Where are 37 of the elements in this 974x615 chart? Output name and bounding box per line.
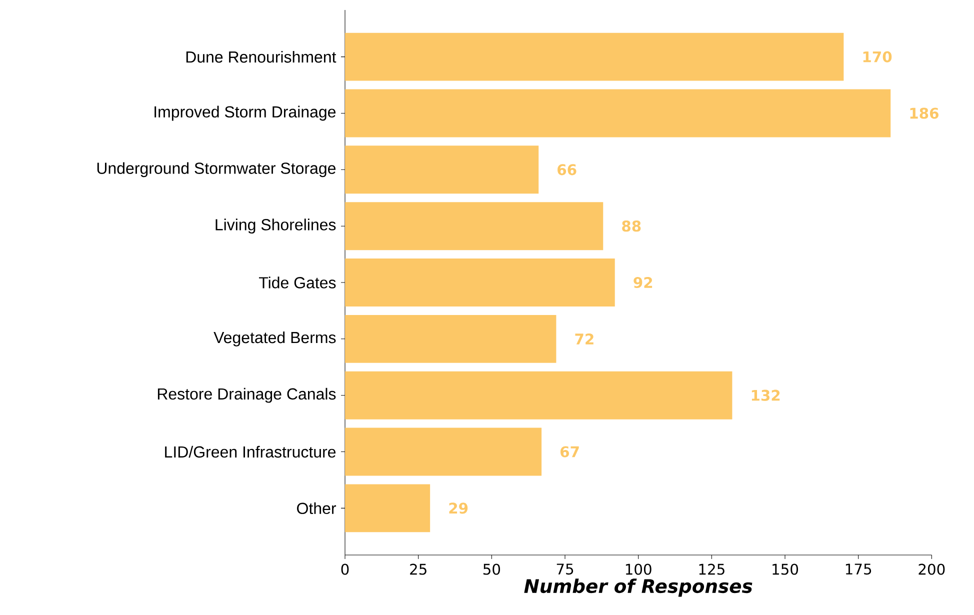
x-tick-label: 200 xyxy=(918,564,945,575)
bar xyxy=(345,428,542,476)
y-tick-label: Improved Storm Drainage xyxy=(154,106,336,121)
bar xyxy=(345,371,732,420)
bar xyxy=(345,89,891,138)
data-label: 66 xyxy=(558,164,576,176)
data-label: 186 xyxy=(910,108,938,119)
x-tick-label: 150 xyxy=(772,564,798,575)
y-tick-label: Other xyxy=(297,502,336,514)
x-tick-label: 75 xyxy=(556,564,574,575)
data-label: 170 xyxy=(863,51,892,62)
y-tick-label: Living Shorelines xyxy=(216,218,336,234)
y-tick-label: Tide Gates xyxy=(258,276,336,288)
bar xyxy=(345,314,556,363)
x-tick-label: 100 xyxy=(626,564,652,575)
bar xyxy=(345,202,604,250)
data-label: 92 xyxy=(634,276,652,288)
x-tick-label: 175 xyxy=(846,564,872,575)
y-tick-label: Underground Stormwater Storage xyxy=(97,162,336,178)
x-tick-label: 0 xyxy=(341,564,349,575)
x-axis-title: Number of Responses xyxy=(524,578,752,597)
y-tick-label: Dune Renourishment xyxy=(186,50,336,63)
bar xyxy=(345,258,615,306)
y-tick-label: Restore Drainage Canals xyxy=(158,388,336,403)
data-label: 67 xyxy=(560,446,579,458)
x-tick-label: 125 xyxy=(699,564,724,575)
data-label: 88 xyxy=(622,220,641,232)
x-tick-label: 50 xyxy=(483,564,500,575)
bar xyxy=(345,32,844,81)
bar xyxy=(345,484,430,532)
data-label: 132 xyxy=(752,390,780,401)
data-label: 29 xyxy=(449,502,468,514)
bar xyxy=(345,146,539,194)
data-label: 72 xyxy=(575,333,594,344)
x-tick-label: 25 xyxy=(410,564,426,575)
y-tick-label: Vegetated Berms xyxy=(214,331,336,346)
y-tick-label: LID/Green Infrastructure xyxy=(165,446,336,458)
